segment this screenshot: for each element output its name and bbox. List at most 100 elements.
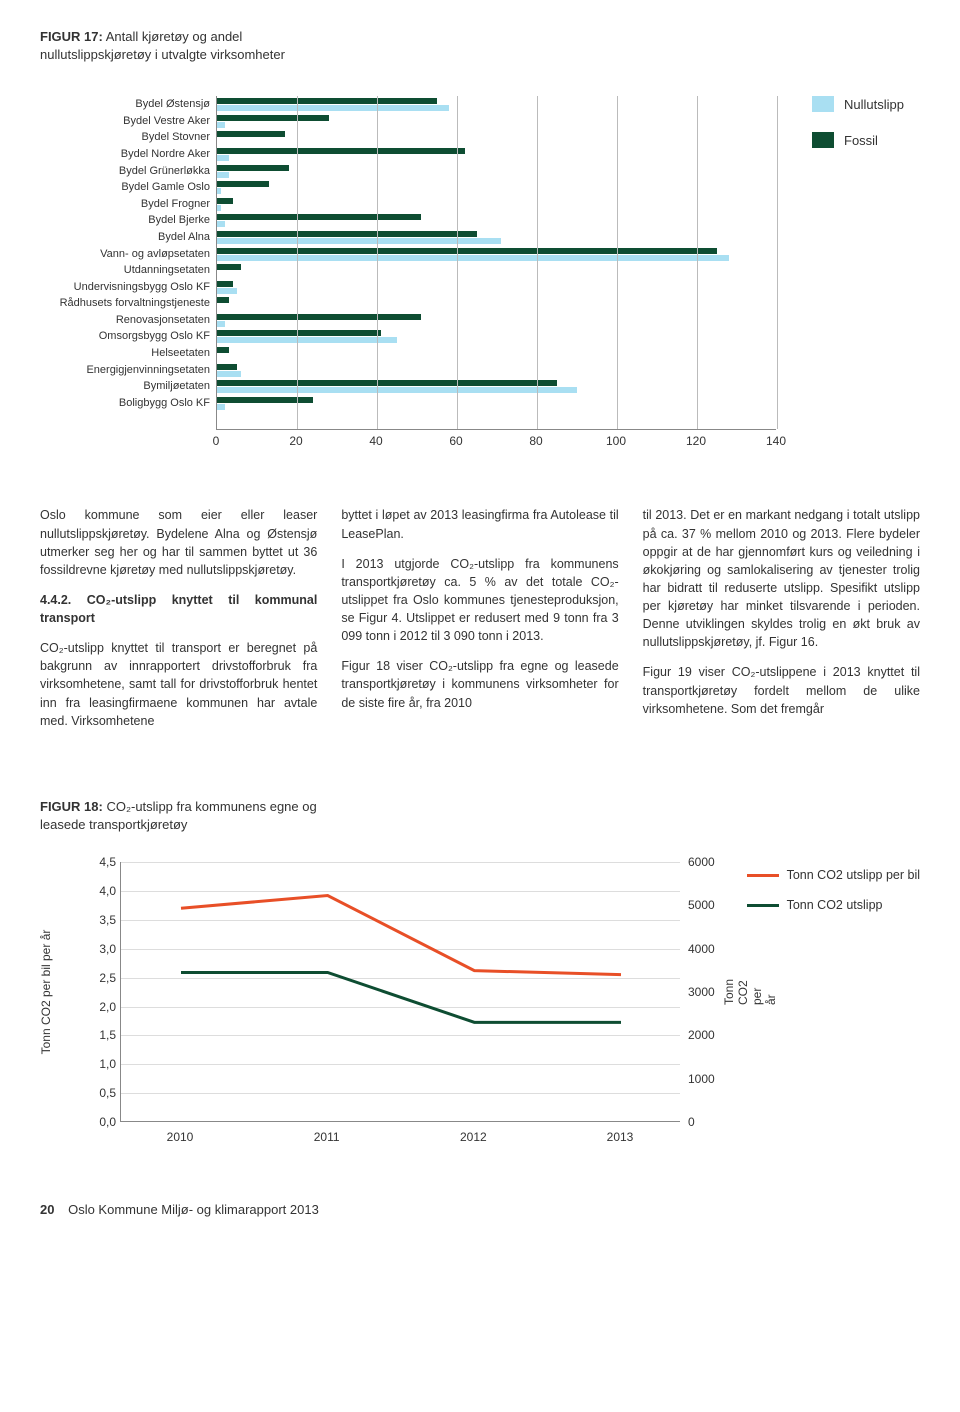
body-columns: Oslo kommune som eier eller leaser nullu… <box>40 506 920 741</box>
fig17-bar-fossil <box>217 148 465 154</box>
fig18-right-tick: 1000 <box>688 1072 715 1086</box>
page-footer: 20 Oslo Kommune Miljø- og klimarapport 2… <box>40 1202 920 1217</box>
body-p: Figur 18 viser CO₂-utslipp fra egne og l… <box>341 657 618 711</box>
fig17-bar-nullutslipp <box>217 172 229 178</box>
body-col-1: Oslo kommune som eier eller leaser nullu… <box>40 506 317 741</box>
fig17-bar-fossil <box>217 264 241 270</box>
fig17-row <box>217 378 776 395</box>
fig17-category-label: Bydel Nordre Aker <box>40 146 210 163</box>
fig18-right-tick: 2000 <box>688 1028 715 1042</box>
legend-item: Tonn CO2 utslipp per bil <box>747 868 920 882</box>
fig17-bar-nullutslipp <box>217 321 225 327</box>
fig17-category-label: Omsorgsbygg Oslo KF <box>40 329 210 346</box>
fig17-bar-fossil <box>217 165 289 171</box>
fig17-bar-nullutslipp <box>217 371 241 377</box>
section-heading: 4.4.2. CO₂-utslipp knyttet til kommunal … <box>40 591 317 627</box>
fig18-left-tick: 3,5 <box>80 913 116 927</box>
legend-swatch <box>747 874 779 877</box>
fig17-row <box>217 113 776 130</box>
fig17-row <box>217 246 776 263</box>
fig18-left-tick: 4,5 <box>80 855 116 869</box>
fig17-row <box>217 362 776 379</box>
fig17-category-label: Bydel Vestre Aker <box>40 113 210 130</box>
fig17-category-label: Bydel Stovner <box>40 130 210 147</box>
fig17-row <box>217 213 776 230</box>
fig18-right-axis-label: Tonn CO2 per år <box>722 979 778 1005</box>
legend-swatch <box>747 904 779 907</box>
fig17-bar-nullutslipp <box>217 404 225 410</box>
fig17-x-tick: 80 <box>529 434 542 448</box>
fig18-title: FIGUR 18: CO₂-utslipp fra kommunens egne… <box>40 798 320 834</box>
fig17-bar-nullutslipp <box>217 205 221 211</box>
fig17-bar-nullutslipp <box>217 122 225 128</box>
fig17-x-tick: 20 <box>289 434 302 448</box>
fig17-bar-fossil <box>217 214 421 220</box>
body-p: Oslo kommune som eier eller leaser nullu… <box>40 506 317 579</box>
fig17-bar-nullutslipp <box>217 221 225 227</box>
fig17-category-label: Helseetaten <box>40 345 210 362</box>
fig17-category-label: Energigjenvinningsetaten <box>40 362 210 379</box>
fig17-x-tick: 60 <box>449 434 462 448</box>
fig18-x-tick: 2011 <box>314 1130 340 1144</box>
fig17-row <box>217 312 776 329</box>
fig17-row <box>217 329 776 346</box>
fig18-chart-wrap: Tonn CO2 per bil per år Tonn CO2 per år … <box>40 862 920 1162</box>
body-p: CO₂-utslipp knyttet til transport er ber… <box>40 639 317 730</box>
body-p: I 2013 utgjorde CO₂-utslipp fra kommunen… <box>341 555 618 646</box>
fig17-title: FIGUR 17: Antall kjøretøy og andel nullu… <box>40 28 300 64</box>
fig18-left-axis-label: Tonn CO2 per bil per år <box>39 930 53 1055</box>
fig17-category-label: Bydel Grünerløkka <box>40 163 210 180</box>
fig17-row <box>217 179 776 196</box>
fig17-row <box>217 96 776 113</box>
legend-swatch <box>812 96 834 112</box>
fig18-left-tick: 1,5 <box>80 1028 116 1042</box>
fig17-x-ticks: 020406080100120140 <box>216 430 776 450</box>
body-col-2: byttet i løpet av 2013 leasingfirma fra … <box>341 506 618 741</box>
fig17-bar-fossil <box>217 314 421 320</box>
fig17-category-label: Bydel Bjerke <box>40 213 210 230</box>
fig17-x-tick: 120 <box>686 434 706 448</box>
fig17-x-tick: 0 <box>213 434 220 448</box>
fig17-row <box>217 262 776 279</box>
fig18-right-tick: 5000 <box>688 898 715 912</box>
fig17-bar-fossil <box>217 330 381 336</box>
body-p: Figur 19 viser CO₂-utslippene i 2013 kny… <box>643 663 920 717</box>
fig17-bar-fossil <box>217 281 233 287</box>
fig18-series-line <box>181 896 621 975</box>
fig17-bar-fossil <box>217 131 285 137</box>
legend-item: Nullutslipp <box>812 96 904 112</box>
fig17-category-label: Bydel Alna <box>40 229 210 246</box>
fig18-x-tick: 2013 <box>607 1130 634 1144</box>
fig18-right-tick: 0 <box>688 1115 695 1129</box>
fig18-left-tick: 1,0 <box>80 1057 116 1071</box>
fig17-bar-fossil <box>217 248 717 254</box>
fig18-series-line <box>181 973 621 1023</box>
fig18-left-tick: 0,0 <box>80 1115 116 1129</box>
fig17-bar-fossil <box>217 231 477 237</box>
body-p: byttet i løpet av 2013 leasingfirma fra … <box>341 506 618 542</box>
fig17-category-label: Boligbygg Oslo KF <box>40 395 210 412</box>
fig17-category-label: Utdanningsetaten <box>40 262 210 279</box>
fig18-left-tick: 2,0 <box>80 1000 116 1014</box>
legend-item: Fossil <box>812 132 904 148</box>
legend-label: Tonn CO2 utslipp <box>787 898 883 912</box>
fig17-category-label: Renovasjonsetaten <box>40 312 210 329</box>
fig17-category-label: Vann- og avløpsetaten <box>40 246 210 263</box>
fig17-bar-nullutslipp <box>217 288 237 294</box>
fig18-left-tick: 4,0 <box>80 884 116 898</box>
fig17-bar-fossil <box>217 397 313 403</box>
fig18-left-tick: 0,5 <box>80 1086 116 1100</box>
fig17-bar-nullutslipp <box>217 155 229 161</box>
fig17-bar-fossil <box>217 198 233 204</box>
fig17-x-tick: 40 <box>369 434 382 448</box>
fig18-chart: Tonn CO2 per bil per år Tonn CO2 per år … <box>40 862 731 1162</box>
fig17-row <box>217 345 776 362</box>
fig18-svg <box>121 862 681 1122</box>
fig17-bar-nullutslipp <box>217 387 577 393</box>
fig17-category-label: Bydel Gamle Oslo <box>40 179 210 196</box>
legend-label: Fossil <box>844 133 878 148</box>
fig17-plot <box>216 96 776 430</box>
fig17-bar-nullutslipp <box>217 238 501 244</box>
fig17-bar-nullutslipp <box>217 337 397 343</box>
fig17-row <box>217 296 776 313</box>
